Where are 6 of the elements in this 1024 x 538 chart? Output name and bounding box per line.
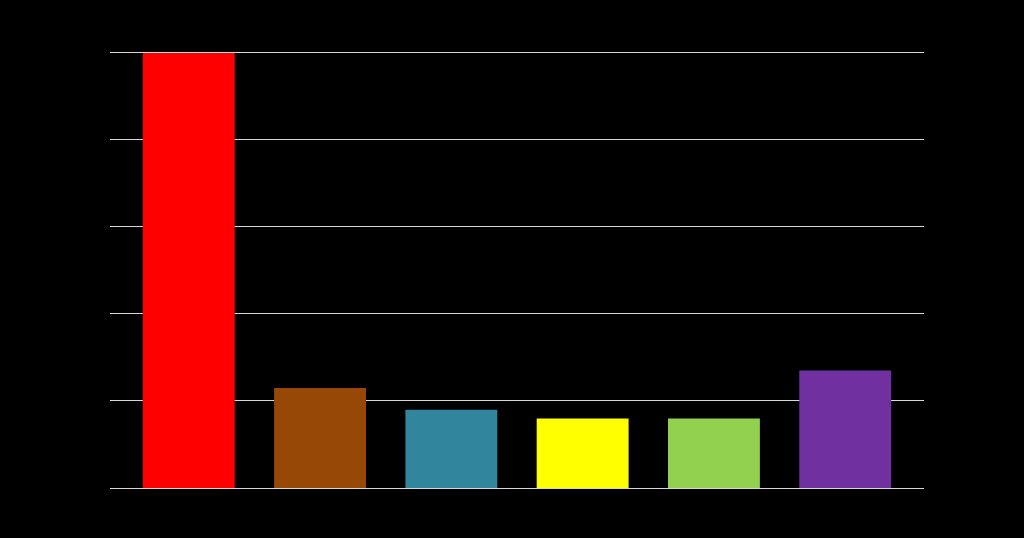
bar [667, 418, 760, 488]
bar [799, 370, 892, 488]
bar [142, 52, 235, 488]
bar [405, 409, 498, 488]
bar [274, 387, 367, 488]
bar [536, 418, 629, 488]
